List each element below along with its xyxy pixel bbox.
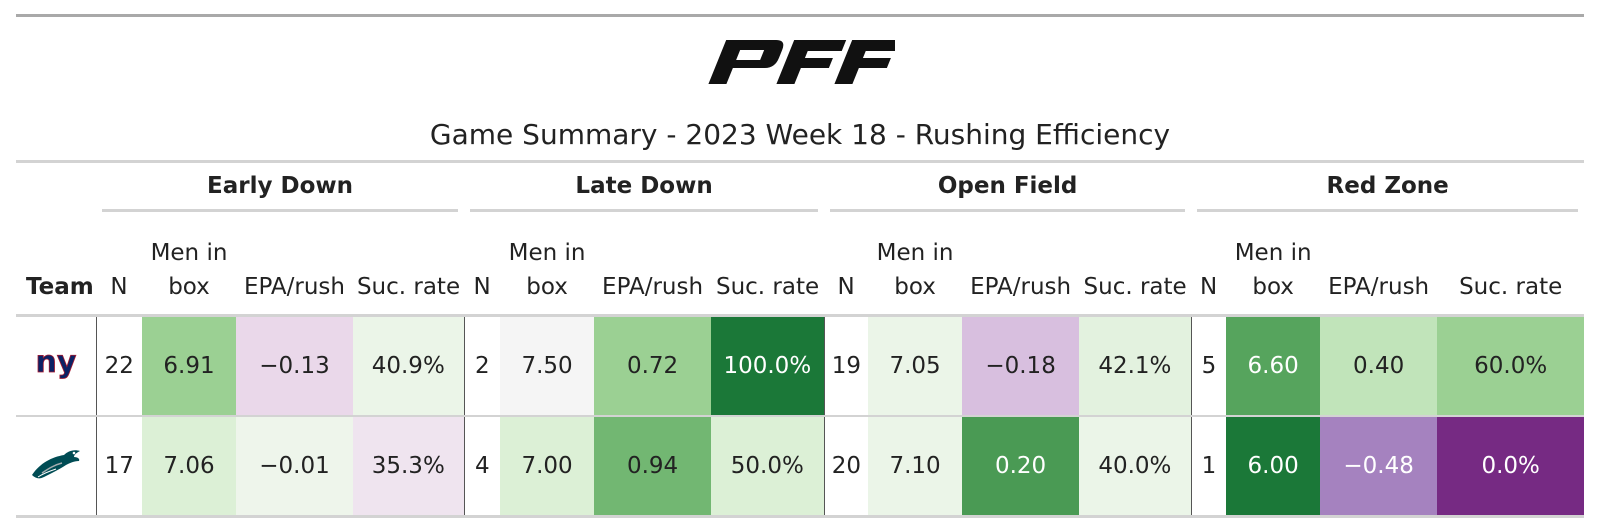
cell-men-in-box: 6.91 — [142, 315, 236, 417]
team-logo-cell — [16, 416, 97, 518]
eagle-logo-icon — [31, 450, 80, 479]
col-header-n: N — [96, 216, 142, 317]
cell-epa: 0.72 — [594, 315, 712, 417]
cell-n: 1 — [1191, 416, 1227, 518]
top-divider — [16, 14, 1584, 17]
col-header-n: N — [824, 216, 869, 317]
col-header-n: N — [1191, 216, 1227, 317]
col-header-team: Team — [16, 216, 96, 317]
cell-men-in-box: 6.60 — [1226, 315, 1321, 417]
cell-n: 20 — [824, 416, 869, 518]
ny-logo-icon: ny — [35, 345, 77, 381]
group-late-down: Late Down — [464, 168, 824, 216]
cell-suc-rate: 35.3% — [353, 416, 465, 518]
table-row: ny 22 6.91 −0.13 40.9% 2 7.50 0.72 100.0… — [16, 315, 1585, 417]
cell-men-in-box: 6.00 — [1226, 416, 1321, 518]
cell-suc-rate: 60.0% — [1437, 315, 1585, 417]
col-header-epa: EPA/rush — [962, 216, 1080, 317]
col-header-n: N — [464, 216, 501, 317]
rushing-efficiency-table: Early Down Late Down Open Field Red Zone… — [16, 168, 1585, 518]
group-early-down: Early Down — [96, 168, 464, 216]
cell-epa: 0.94 — [594, 416, 712, 518]
col-header-suc-rate: Suc. rate — [1437, 216, 1585, 317]
cell-men-in-box: 7.05 — [868, 315, 963, 417]
cell-epa: −0.01 — [236, 416, 353, 518]
title-divider — [16, 160, 1584, 163]
table-title: Game Summary - 2023 Week 18 - Rushing Ef… — [429, 118, 1171, 151]
team-logo-cell: ny — [16, 315, 97, 417]
cell-n: 5 — [1191, 315, 1227, 417]
col-header-men-in-box: Men in box — [142, 216, 236, 317]
cell-suc-rate: 42.1% — [1079, 315, 1192, 417]
col-header-suc-rate: Suc. rate — [353, 216, 465, 317]
cell-n: 4 — [464, 416, 501, 518]
cell-n: 22 — [96, 315, 142, 417]
cell-suc-rate: 0.0% — [1437, 416, 1585, 518]
svg-text:ny: ny — [35, 345, 76, 380]
col-header-men-in-box: Men in box — [868, 216, 963, 317]
cell-men-in-box: 7.50 — [500, 315, 595, 417]
cell-men-in-box: 7.06 — [142, 416, 236, 518]
cell-suc-rate: 100.0% — [711, 315, 825, 417]
pff-logo-icon — [708, 40, 895, 84]
cell-n: 19 — [824, 315, 869, 417]
cell-epa: −0.48 — [1320, 416, 1438, 518]
cell-n: 2 — [464, 315, 501, 417]
cell-men-in-box: 7.00 — [500, 416, 595, 518]
cell-n: 17 — [96, 416, 142, 518]
cell-epa: 0.40 — [1320, 315, 1438, 417]
col-header-men-in-box: Men in box — [500, 216, 595, 317]
group-open-field: Open Field — [824, 168, 1191, 216]
cell-suc-rate: 50.0% — [711, 416, 825, 518]
cell-men-in-box: 7.10 — [868, 416, 963, 518]
col-header-suc-rate: Suc. rate — [1079, 216, 1192, 317]
cell-epa: −0.18 — [962, 315, 1080, 417]
col-header-epa: EPA/rush — [236, 216, 353, 317]
cell-suc-rate: 40.9% — [353, 315, 465, 417]
cell-epa: 0.20 — [962, 416, 1080, 518]
col-header-epa: EPA/rush — [1320, 216, 1438, 317]
cell-suc-rate: 40.0% — [1079, 416, 1192, 518]
col-header-men-in-box: Men in box — [1226, 216, 1321, 317]
group-red-zone: Red Zone — [1191, 168, 1584, 216]
table-row: 17 7.06 −0.01 35.3% 4 7.00 0.94 50.0% 20… — [16, 416, 1585, 518]
group-spacer — [16, 168, 96, 216]
cell-epa: −0.13 — [236, 315, 353, 417]
col-header-suc-rate: Suc. rate — [711, 216, 825, 317]
col-header-epa: EPA/rush — [594, 216, 712, 317]
